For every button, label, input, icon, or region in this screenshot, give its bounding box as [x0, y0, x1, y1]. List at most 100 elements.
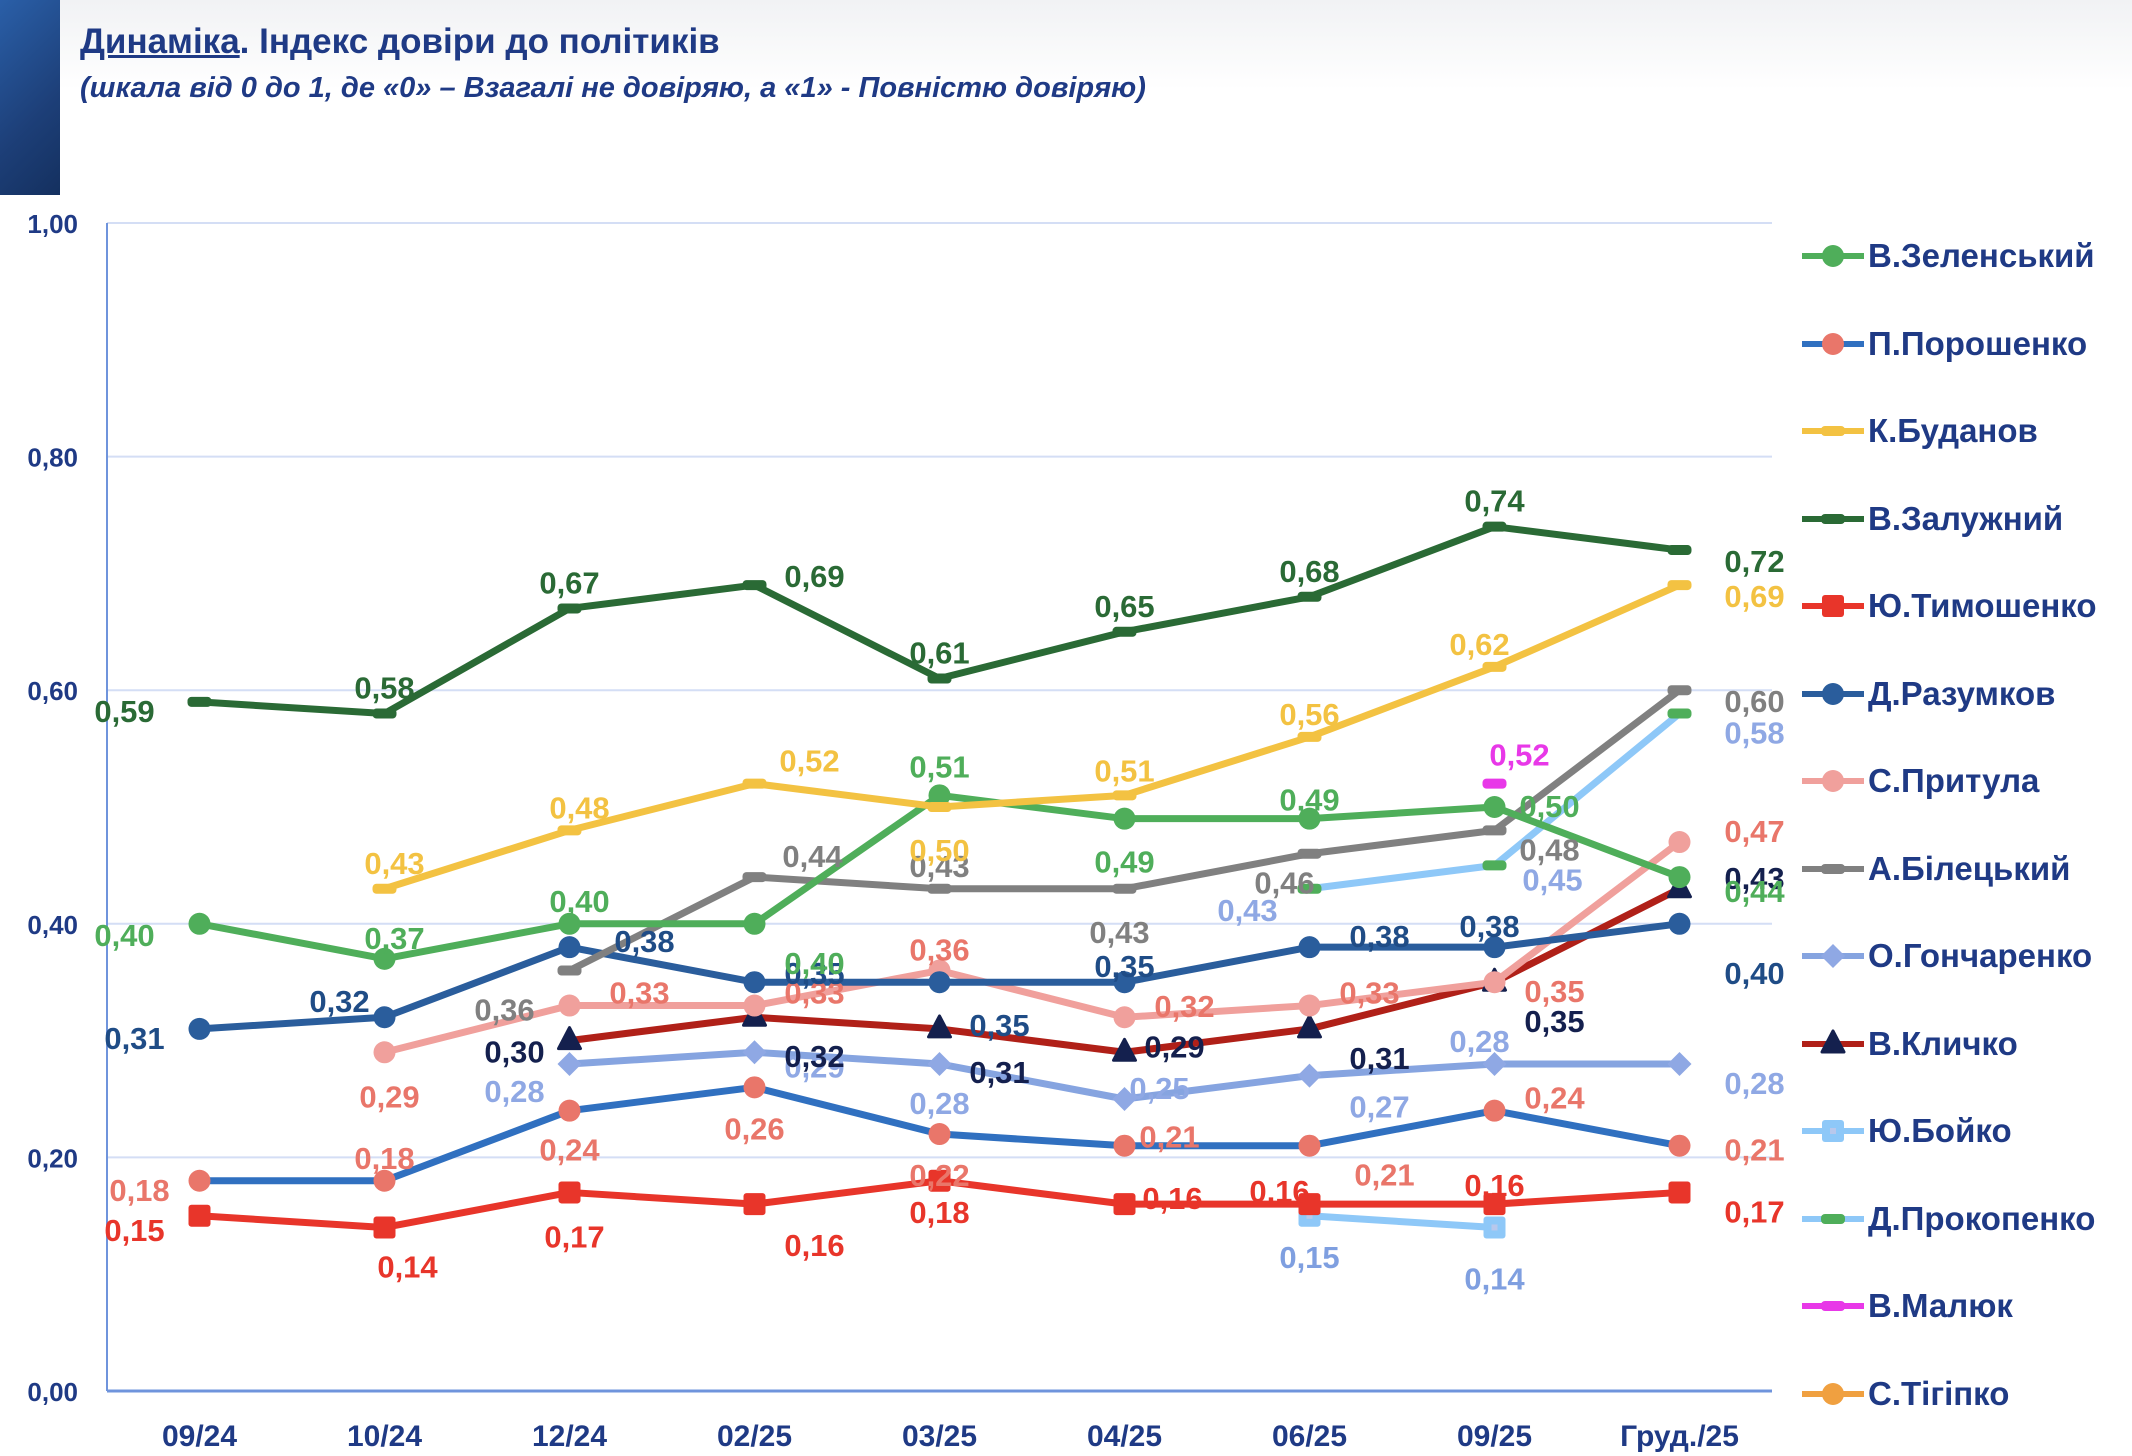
- legend-marker-icon: [1822, 595, 1844, 617]
- legend-label: О.Гончаренко: [1868, 937, 2093, 974]
- series-8-marker: [927, 1051, 952, 1076]
- series-5-marker: [743, 971, 766, 994]
- series-2-marker: [1112, 790, 1137, 801]
- series-3-data-label: 0,69: [784, 559, 844, 594]
- series-4-marker: [1298, 1193, 1321, 1216]
- series-1-marker: [1668, 1134, 1691, 1157]
- series-1-data-label: 0,22: [909, 1158, 969, 1193]
- series-11-marker: [1297, 883, 1322, 894]
- series-2-marker: [742, 778, 767, 789]
- x-tick-labels: 09/24 10/24 12/24 02/25 03/25 04/25 06/25 09/25…: [162, 1420, 1739, 1453]
- series-0-data-label: 0,49: [1279, 783, 1339, 818]
- legend-swatch-icon: [1802, 682, 1864, 705]
- series-6-marker: [373, 1041, 396, 1064]
- series-3-data-label: 0,72: [1724, 544, 1784, 579]
- series-5-marker: [1483, 936, 1506, 959]
- series-3-marker: [742, 580, 767, 591]
- legend-item[interactable]: А.Білецький: [1800, 849, 2070, 889]
- series-0-data-label: 0,51: [909, 749, 969, 784]
- series-7-marker: [1667, 685, 1692, 696]
- series-9-data-label: 0,35: [1524, 1004, 1584, 1039]
- legend-label: Д.Прокопенко: [1868, 1199, 2096, 1237]
- y-tick-label: 0,80: [27, 443, 78, 473]
- page-subtitle: (шкала від 0 до 1, де «0» – Взагалі не д…: [80, 72, 1146, 104]
- series-8-data-label: 0,28: [1449, 1024, 1509, 1059]
- series-0-marker: [743, 912, 766, 935]
- series-2-marker: [1482, 661, 1507, 672]
- series-4-data-label: 0,17: [1724, 1194, 1784, 1229]
- series-2-data-label: 0,52: [779, 744, 839, 779]
- legend-item[interactable]: В.Кличко: [1800, 1024, 2018, 1064]
- series-5-data-label: 0,31: [104, 1021, 164, 1056]
- series-3-data-label: 0,61: [909, 636, 969, 671]
- series-7-marker: [742, 872, 767, 883]
- series-5-marker: [373, 1006, 396, 1029]
- legend-swatch-icon: [1802, 332, 1864, 355]
- legend-item[interactable]: В.Малюк: [1800, 1286, 2013, 1326]
- series-1-marker: [188, 1169, 211, 1192]
- series-0-marker: [1298, 807, 1321, 830]
- series-7-data-label: 0,48: [1519, 832, 1579, 867]
- series-5-data-label: 0,32: [309, 984, 369, 1019]
- series-2-data-label: 0,50: [909, 833, 969, 868]
- legend-item[interactable]: П.Порошенко: [1800, 324, 2087, 364]
- series-2-data-label: 0,43: [364, 846, 424, 881]
- legend-item[interactable]: С.Тігіпко: [1800, 1374, 2009, 1414]
- legend-marker-icon: [1821, 426, 1845, 436]
- series-8-data-label: 0,28: [1724, 1066, 1784, 1101]
- legend-swatch-icon: [1802, 513, 1864, 524]
- series-3-marker: [372, 708, 397, 719]
- legend-item[interactable]: В.Залужний: [1800, 499, 2063, 539]
- legend-label: С.Притула: [1868, 762, 2040, 799]
- series-6-data-label: 0,32: [1154, 989, 1214, 1024]
- series-8-data-label: 0,28: [909, 1086, 969, 1121]
- series-7-data-label: 0,44: [782, 839, 843, 874]
- series-0-marker: [558, 912, 581, 935]
- series-5-data-label: 0,35: [784, 956, 844, 991]
- legend-item[interactable]: С.Притула: [1800, 761, 2039, 801]
- legend-item[interactable]: Ю.Тимошенко: [1800, 586, 2097, 626]
- series-2-data-label: 0,62: [1449, 627, 1509, 662]
- legend-item[interactable]: К.Буданов: [1800, 411, 2038, 451]
- series-5-data-label: 0,35: [969, 1008, 1029, 1043]
- legend-label: А.Білецький: [1868, 849, 2071, 887]
- series-8-data-label: 0,27: [1349, 1090, 1409, 1125]
- series-7-data-label: 0,43: [1089, 915, 1149, 950]
- series-1-data-label: 0,18: [354, 1141, 414, 1176]
- legend-item[interactable]: Ю.Бойко: [1800, 1111, 2012, 1151]
- legend-item[interactable]: В.Зеленський: [1800, 236, 2095, 276]
- x-tick-label: 09/24: [162, 1420, 237, 1453]
- legend-swatch-icon: [1802, 1120, 1864, 1142]
- series-4-marker: [1668, 1181, 1691, 1204]
- legend-swatch-icon: [1802, 1213, 1864, 1224]
- legend-label: В.Зеленський: [1868, 237, 2095, 274]
- series-3-data-label: 0,68: [1279, 554, 1339, 589]
- series-1-marker: [1298, 1134, 1321, 1157]
- series-4-data-label: 0,16: [1464, 1168, 1524, 1203]
- legend-swatch-icon: [1802, 1382, 1864, 1405]
- legend-label: Д.Разумков: [1868, 674, 2056, 712]
- legend-marker-icon: [1820, 1029, 1846, 1053]
- series-4-data-label: 0,14: [377, 1249, 438, 1284]
- legend-marker-icon: [1821, 863, 1845, 874]
- series-6-marker: [1668, 831, 1691, 854]
- series-2-marker: [372, 883, 397, 894]
- legend-item[interactable]: Д.Разумков: [1800, 674, 2055, 714]
- series-1-data-label: 0,24: [1524, 1081, 1585, 1116]
- series-9-marker: [1297, 1014, 1322, 1039]
- legend-item[interactable]: О.Гончаренко: [1800, 936, 2092, 976]
- series-8-data-label: 0,25: [1129, 1071, 1189, 1106]
- y-tick-label: 0,40: [27, 910, 78, 940]
- series-1-marker: [373, 1169, 396, 1192]
- series-2-data-label: 0,56: [1279, 697, 1339, 732]
- series-1-data-label: 0,24: [539, 1133, 600, 1168]
- series-6-marker: [743, 994, 766, 1017]
- series-2-marker: [557, 825, 582, 836]
- legend-item[interactable]: Д.Прокопенко: [1800, 1199, 2095, 1239]
- series-6-data-label: 0,36: [909, 933, 969, 968]
- series-4-data-label: 0,15: [104, 1213, 164, 1248]
- series-7-marker: [1297, 848, 1322, 859]
- x-tick-label: 03/25: [902, 1420, 977, 1453]
- data-labels: 0,15 0,14 0,43 0,45 0,58 0,18 0,18 0,24 0,26 0,22…: [94, 484, 1785, 1297]
